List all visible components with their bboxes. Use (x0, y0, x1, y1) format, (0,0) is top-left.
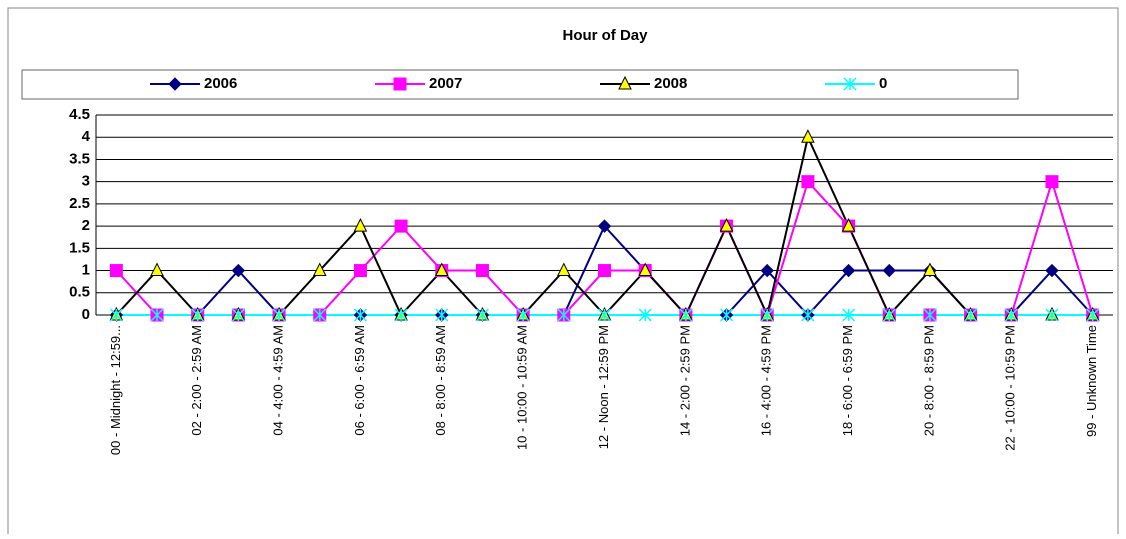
x-tick-label: 02 - 2:00 - 2:59 AM (189, 325, 204, 436)
y-tick-label: 4.5 (69, 106, 90, 123)
y-tick-label: 1 (82, 262, 90, 279)
x-tick-label: 99 - Unknown Time (1084, 325, 1099, 437)
x-tick-label: 16 - 4:00 - 4:59 PM (759, 325, 774, 436)
data-point (231, 308, 245, 322)
data-point (272, 308, 286, 322)
data-point (150, 308, 164, 322)
data-point (801, 175, 815, 189)
data-point (679, 308, 693, 322)
legend-label: 0 (879, 75, 887, 92)
data-point (801, 129, 815, 143)
data-point (720, 308, 734, 322)
data-point (719, 217, 734, 232)
data-point (231, 263, 246, 278)
legend-marker (393, 77, 407, 91)
data-point (394, 308, 408, 322)
data-point (842, 308, 856, 322)
data-point (598, 264, 611, 278)
data-point (353, 217, 368, 232)
legend-marker (618, 75, 632, 90)
data-point (638, 308, 652, 322)
data-point (1045, 175, 1059, 189)
legend-marker (843, 77, 857, 91)
x-tick-label: 14 - 2:00 - 2:59 PM (677, 325, 692, 436)
y-tick-label: 4 (82, 128, 91, 145)
legend-label: 2008 (654, 75, 687, 92)
data-point (760, 263, 774, 278)
data-point (109, 264, 123, 278)
data-point (638, 262, 652, 277)
x-tick-label: 22 - 10:00 - 10:59 PM (1003, 325, 1018, 451)
data-point (841, 263, 856, 278)
data-point (191, 308, 205, 322)
data-point (353, 308, 367, 322)
x-tick-label: 08 - 8:00 - 8:59 AM (433, 325, 448, 436)
data-point (353, 264, 367, 278)
legend-marker (168, 77, 182, 91)
data-point (516, 308, 530, 322)
x-tick-label: 04 - 4:00 - 4:59 AM (270, 325, 285, 436)
data-point (597, 308, 612, 322)
legend-label: 2006 (204, 75, 237, 92)
data-point (923, 262, 937, 277)
data-point (557, 262, 571, 277)
data-point (394, 219, 408, 233)
y-tick-label: 3.5 (69, 150, 90, 167)
x-tick-label: 06 - 6:00 - 6:59 AM (352, 325, 367, 436)
x-tick-label: 10 - 10:00 - 10:59 AM (515, 325, 530, 450)
data-point (1045, 308, 1059, 322)
data-point (760, 308, 774, 322)
data-point (557, 308, 571, 322)
data-point (434, 262, 449, 277)
data-point (597, 219, 612, 233)
data-point (475, 264, 489, 278)
data-point (435, 308, 449, 322)
x-tick-label: 18 - 6:00 - 6:59 PM (840, 325, 855, 436)
chart-title: Hour of Day (562, 27, 648, 44)
y-tick-label: 0 (82, 306, 90, 323)
data-point (109, 308, 123, 322)
data-point (1086, 308, 1100, 322)
y-tick-label: 0.5 (69, 284, 90, 301)
data-point (312, 262, 327, 277)
data-point (313, 308, 327, 322)
data-point (882, 263, 896, 278)
data-point (923, 308, 937, 322)
data-point (841, 217, 856, 232)
x-tick-label: 20 - 8:00 - 8:59 PM (921, 325, 936, 436)
data-point (964, 308, 978, 322)
y-tick-label: 1.5 (69, 239, 90, 256)
y-tick-label: 2 (82, 217, 90, 234)
y-tick-label: 3 (82, 173, 90, 190)
data-point (1045, 263, 1059, 278)
x-tick-label: 00 - Midnight - 12:59... (108, 325, 123, 455)
y-tick-label: 2.5 (69, 195, 90, 212)
x-tick-label: 12 - Noon - 12:59 PM (596, 325, 611, 449)
data-point (475, 308, 489, 322)
data-point (882, 308, 896, 322)
data-point (801, 308, 815, 322)
legend-label: 2007 (429, 75, 462, 92)
data-point (1004, 308, 1018, 322)
data-point (150, 262, 164, 277)
